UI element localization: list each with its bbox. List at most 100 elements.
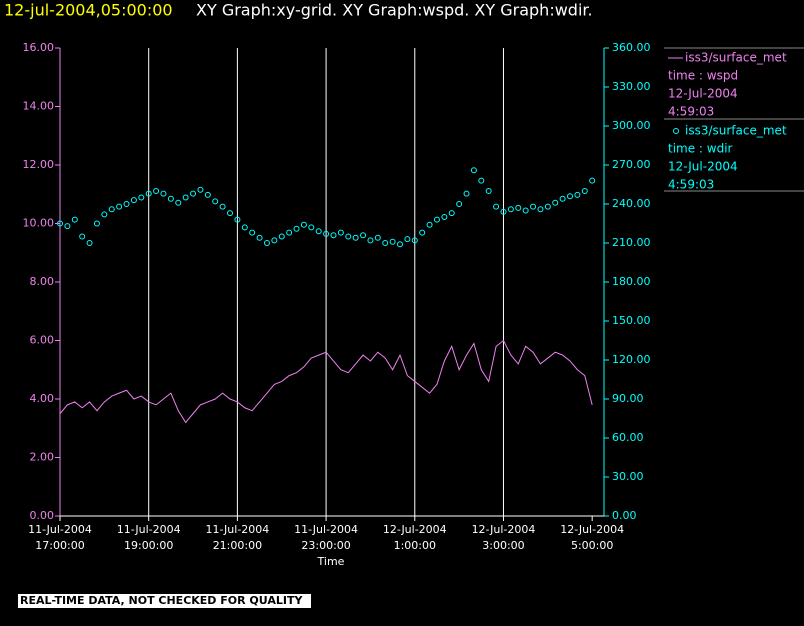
wdir-point — [308, 224, 315, 231]
wdir-point — [256, 234, 263, 241]
y2-tick-label: 210.00 — [612, 236, 651, 249]
wdir-point — [456, 201, 463, 207]
wdir-point — [64, 223, 71, 230]
wdir-point — [360, 232, 367, 239]
y2-tick-label: 0.00 — [612, 509, 637, 522]
x-axis-label: Time — [317, 555, 345, 568]
wdir-point — [57, 220, 63, 227]
y-tick-label: 16.00 — [23, 41, 55, 54]
y2-tick-label: 270.00 — [612, 158, 651, 171]
wdir-point — [485, 188, 492, 194]
x-tick-label: 17:00:00 — [35, 539, 84, 552]
wdir-point — [315, 228, 322, 235]
wdir-point — [574, 191, 581, 198]
x-tick-label: 3:00:00 — [482, 539, 524, 552]
wdir-point — [71, 216, 78, 223]
wdir-point — [204, 191, 211, 198]
wdir-point — [160, 190, 167, 197]
wdir-point — [212, 198, 219, 205]
wdir-point — [263, 240, 270, 246]
y-tick-label: 4.00 — [30, 392, 55, 405]
wdir-point — [330, 232, 337, 239]
y2-tick-label: 60.00 — [612, 431, 644, 444]
wspd-line — [59, 339, 593, 424]
wdir-point — [426, 221, 433, 228]
wdir-point — [138, 194, 145, 201]
wdir-point — [337, 229, 344, 236]
wdir-point — [286, 229, 293, 236]
wdir-point — [470, 167, 477, 174]
wdir-point — [130, 197, 137, 204]
legend-detail: 4:59:03 — [668, 105, 714, 119]
y-tick-label: 2.00 — [30, 451, 55, 464]
y2-tick-label: 330.00 — [612, 80, 651, 93]
wdir-point — [507, 206, 514, 213]
wdir-point — [278, 233, 285, 240]
x-tick-label: 11-Jul-2004 — [294, 523, 358, 536]
wdir-point — [433, 216, 440, 223]
y-tick-label: 6.00 — [30, 334, 55, 347]
legend-detail: 4:59:03 — [668, 178, 714, 192]
x-tick-label: 1:00:00 — [394, 539, 436, 552]
wdir-point — [589, 177, 596, 184]
wdir-point — [167, 195, 174, 202]
y2-tick-label: 300.00 — [612, 119, 651, 132]
wdir-point — [478, 177, 485, 184]
wdir-point — [352, 234, 359, 241]
x-tick-label: 11-Jul-2004 — [205, 523, 269, 536]
wdir-point — [227, 210, 233, 217]
wdir-point — [101, 211, 108, 218]
footer: REAL-TIME DATA, NOT CHECKED FOR QUALITY — [20, 594, 303, 607]
wdir-point — [108, 206, 115, 213]
legend-label: iss3/surface_met — [685, 124, 787, 138]
legend-detail: 12-Jul-2004 — [668, 160, 738, 174]
y2-tick-label: 180.00 — [612, 275, 651, 288]
y-tick-label: 8.00 — [30, 275, 55, 288]
legend-label: iss3/surface_met — [685, 51, 787, 65]
wdir-point — [441, 214, 448, 220]
y2-tick-label: 90.00 — [612, 392, 644, 405]
wdir-point — [522, 207, 529, 214]
x-tick-label: 19:00:00 — [124, 539, 173, 552]
wdir-point — [382, 240, 389, 246]
y2-tick-label: 30.00 — [612, 470, 644, 483]
x-tick-label: 12-Jul-2004 — [472, 523, 536, 536]
wdir-point — [581, 188, 588, 194]
wdir-point — [300, 221, 307, 228]
wdir-point — [448, 210, 455, 217]
x-tick-label: 5:00:00 — [571, 539, 613, 552]
x-tick-label: 11-Jul-2004 — [28, 523, 92, 536]
wdir-point — [515, 204, 522, 211]
legend-detail: 12-Jul-2004 — [668, 87, 738, 101]
wdir-point — [559, 195, 566, 202]
wdir-point — [537, 206, 544, 213]
wdir-point — [374, 234, 381, 241]
wdir-point — [552, 199, 559, 206]
y2-tick-label: 120.00 — [612, 353, 651, 366]
wdir-point — [219, 203, 226, 210]
wdir-point — [345, 233, 352, 240]
wdir-point — [93, 220, 100, 227]
wdir-point — [190, 190, 197, 197]
wdir-point — [463, 190, 470, 197]
x-tick-label: 23:00:00 — [301, 539, 350, 552]
wdir-point — [293, 225, 300, 232]
wdir-point — [175, 199, 182, 206]
wdir-point — [367, 237, 374, 244]
y2-tick-label: 240.00 — [612, 197, 651, 210]
footer-box — [18, 594, 311, 608]
x-tick-label: 12-Jul-2004 — [383, 523, 447, 536]
wdir-point — [86, 240, 93, 246]
legend-detail: time : wspd — [668, 69, 738, 83]
wdir-point — [544, 203, 551, 210]
wdir-point — [419, 229, 426, 236]
y2-tick-label: 360.00 — [612, 41, 651, 54]
wdir-point — [411, 237, 418, 244]
wdir-point — [404, 236, 411, 243]
x-tick-label: 12-Jul-2004 — [560, 523, 624, 536]
legend-detail: time : wdir — [668, 142, 733, 156]
y-tick-label: 14.00 — [23, 100, 55, 113]
wdir-point — [197, 186, 204, 193]
wdir-point — [153, 188, 160, 194]
